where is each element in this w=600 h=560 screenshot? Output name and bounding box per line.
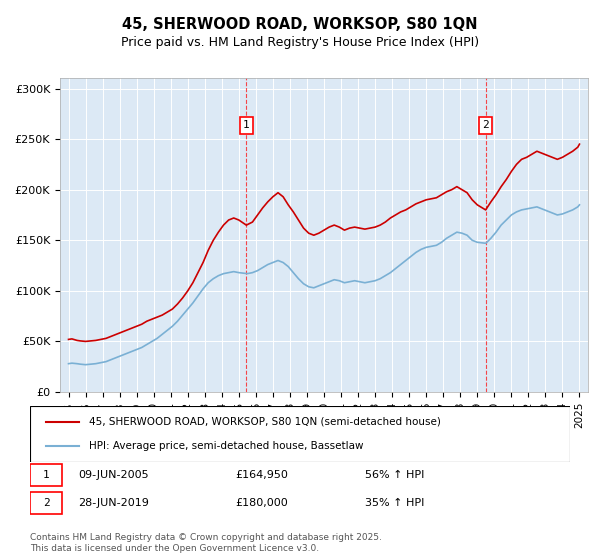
Text: 45, SHERWOOD ROAD, WORKSOP, S80 1QN (semi-detached house): 45, SHERWOOD ROAD, WORKSOP, S80 1QN (sem…	[89, 417, 441, 427]
Text: 2: 2	[482, 120, 489, 130]
Text: 1: 1	[243, 120, 250, 130]
Text: Price paid vs. HM Land Registry's House Price Index (HPI): Price paid vs. HM Land Registry's House …	[121, 36, 479, 49]
Text: 35% ↑ HPI: 35% ↑ HPI	[365, 498, 424, 508]
Text: 2: 2	[43, 498, 50, 508]
Text: Contains HM Land Registry data © Crown copyright and database right 2025.
This d: Contains HM Land Registry data © Crown c…	[30, 533, 382, 553]
FancyBboxPatch shape	[30, 464, 62, 486]
Text: 28-JUN-2019: 28-JUN-2019	[79, 498, 149, 508]
Text: 56% ↑ HPI: 56% ↑ HPI	[365, 470, 424, 480]
FancyBboxPatch shape	[30, 406, 570, 462]
Text: 45, SHERWOOD ROAD, WORKSOP, S80 1QN: 45, SHERWOOD ROAD, WORKSOP, S80 1QN	[122, 17, 478, 32]
Text: 1: 1	[43, 470, 50, 480]
Text: £164,950: £164,950	[235, 470, 288, 480]
FancyBboxPatch shape	[30, 492, 62, 514]
Text: HPI: Average price, semi-detached house, Bassetlaw: HPI: Average price, semi-detached house,…	[89, 441, 364, 451]
Text: 09-JUN-2005: 09-JUN-2005	[79, 470, 149, 480]
Text: £180,000: £180,000	[235, 498, 288, 508]
